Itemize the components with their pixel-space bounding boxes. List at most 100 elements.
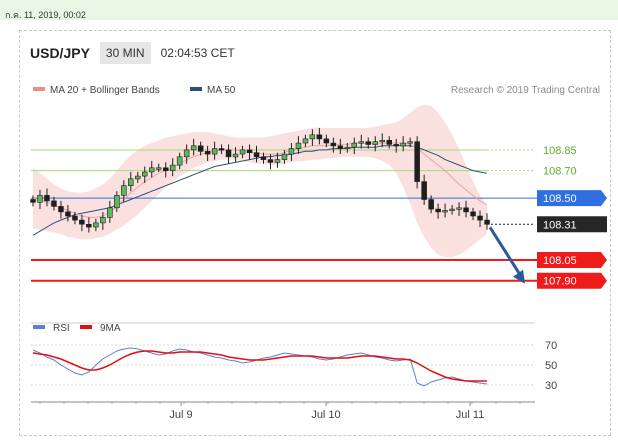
candle-body	[302, 138, 309, 144]
support-level-label: 108.05	[543, 255, 577, 267]
candle-body	[428, 199, 434, 210]
ma20-legend-label: MA 20 + Bollinger Bands	[50, 85, 160, 96]
candle-body	[337, 145, 344, 149]
candle-body	[176, 156, 183, 166]
support-level-badge	[537, 272, 607, 289]
candle-body	[44, 195, 50, 202]
timeframe-button[interactable]: 30 MIN	[99, 42, 151, 64]
candle-body	[386, 140, 392, 145]
candle-body	[204, 151, 211, 155]
rsi-tick-label: 70	[545, 340, 557, 352]
candle-body	[316, 134, 323, 140]
candle-body	[246, 149, 253, 153]
forecast-arrow-line	[488, 226, 522, 276]
date-text: ก.ค. 11, 2019, 00:02	[5, 10, 86, 20]
candle-body	[323, 138, 330, 144]
candle-body	[267, 159, 274, 163]
support-level-label: 107.90	[543, 276, 577, 288]
candle-body	[232, 153, 239, 158]
time-axis-label: Jul 11	[456, 409, 485, 421]
candle-body	[197, 145, 204, 152]
ma50-legend-swatch	[190, 87, 202, 91]
candle-body	[281, 153, 288, 160]
time-axis-label: Jul 10	[311, 409, 340, 421]
symbol-label: USD/JPY	[30, 45, 90, 61]
rsi-legend-label: RSI	[53, 323, 70, 334]
forecast-arrow-head	[513, 269, 525, 284]
rsi-ma-legend-swatch	[80, 325, 92, 329]
rsi-line	[32, 347, 488, 387]
support-level-badge	[537, 252, 607, 269]
candle-body	[449, 208, 455, 211]
rsi-legend-swatch	[33, 325, 45, 329]
pivot-level-badge	[537, 190, 607, 207]
candle-body	[253, 152, 260, 158]
chart-card	[19, 30, 611, 436]
candle-body	[442, 210, 448, 213]
candle-body	[93, 222, 99, 228]
credit-text: Research © 2019 Trading Central	[451, 85, 600, 96]
candle-body	[218, 148, 225, 151]
rsi-ma-legend-label: 9MA	[100, 323, 121, 334]
candle-body	[114, 195, 120, 209]
candle-body	[156, 167, 162, 170]
candle-body	[65, 211, 71, 217]
candle-body	[351, 142, 357, 148]
candle-body	[211, 148, 218, 155]
ma20-legend-swatch	[33, 87, 45, 91]
candle-body	[477, 215, 483, 221]
candle-body	[121, 185, 127, 196]
candle-body	[393, 144, 399, 147]
candle-body	[344, 146, 351, 149]
candle-body	[86, 224, 92, 228]
candle-body	[72, 215, 78, 221]
candle-body	[309, 134, 316, 140]
candle-body	[463, 207, 469, 213]
candle-body	[169, 164, 176, 171]
top-bar: ก.ค. 11, 2019, 00:02	[0, 0, 618, 20]
candle-body	[365, 141, 371, 145]
candle-body	[421, 181, 427, 200]
current-price-badge	[537, 216, 607, 233]
pivot-level-label: 108.50	[543, 193, 577, 205]
time-label: 02:04:53 CET	[160, 46, 235, 60]
candle-body	[456, 207, 462, 210]
candle-body	[484, 219, 490, 225]
current-price-label: 108.31	[543, 219, 577, 231]
candle-body	[470, 211, 476, 217]
time-axis-label: Jul 9	[169, 409, 192, 421]
candle-body	[58, 206, 64, 213]
candle-body	[225, 149, 232, 158]
rsi-tick-label: 30	[545, 380, 557, 392]
chart-header: USD/JPY 30 MIN 02:04:53 CET	[30, 42, 235, 64]
rsi-ma-line	[32, 350, 487, 382]
candle-body	[288, 148, 295, 155]
candle-body	[190, 145, 197, 151]
candle-body	[260, 156, 267, 160]
candle-body	[30, 199, 36, 203]
candle-body	[37, 195, 43, 203]
candle-body	[107, 207, 113, 218]
candle-body	[358, 141, 364, 144]
candle-body	[372, 141, 378, 145]
candle-body	[407, 141, 413, 144]
candle-body	[414, 141, 420, 182]
resistance-level-label: 108.70	[543, 166, 577, 178]
candle-body	[135, 175, 141, 180]
candle-body	[274, 159, 281, 163]
candle-body	[149, 167, 155, 173]
candle-body	[330, 142, 337, 147]
candle-body	[100, 217, 106, 224]
candle-body	[435, 208, 441, 213]
rsi-tick-label: 50	[545, 360, 557, 372]
candle-body	[163, 167, 169, 171]
ma50-legend-label: MA 50	[207, 85, 236, 96]
candle-body	[379, 140, 385, 143]
candle-body	[239, 149, 246, 155]
candle-body	[51, 200, 57, 207]
candle-body	[79, 219, 85, 225]
candle-body	[295, 142, 302, 149]
candle-body	[400, 142, 406, 147]
candle-body	[142, 171, 148, 177]
